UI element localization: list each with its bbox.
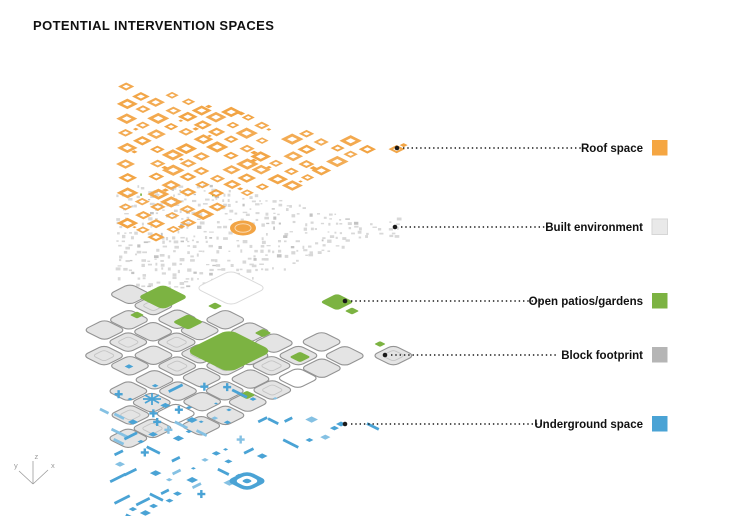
- legend-swatch-open-patios-gardens: [652, 293, 668, 309]
- legend-row-block-footprint: Block footprint: [382, 347, 668, 363]
- leader-dot: [342, 421, 348, 427]
- built-environment-layer: [115, 184, 402, 291]
- axis-x-line: [32, 469, 49, 485]
- legend-label: Built environment: [545, 222, 643, 234]
- legend-label: Roof space: [581, 143, 643, 155]
- roof-space-layer: [116, 82, 408, 242]
- legend-swatch-block-footprint: [652, 347, 668, 363]
- circular-building: [230, 220, 256, 236]
- legend-row-underground-space: Underground space: [342, 416, 668, 432]
- underground-layer: [99, 364, 380, 516]
- axis-y-line: [18, 470, 34, 485]
- leader-dot: [342, 298, 348, 304]
- axis-label-z: z: [35, 452, 39, 461]
- legend-row-built-environment: Built environment: [392, 218, 668, 235]
- star-plaza: [143, 393, 161, 405]
- legend-label: Open patios/gardens: [529, 296, 643, 308]
- axis-label-y: y: [14, 461, 18, 470]
- axis-label-x: x: [51, 461, 55, 470]
- legend-swatch-underground-space: [652, 416, 668, 432]
- page-title: POTENTIAL INTERVENTION SPACES: [33, 18, 274, 33]
- axis-indicator: z y x: [14, 452, 55, 485]
- leader-dot: [394, 145, 400, 151]
- leader-dot: [382, 352, 388, 358]
- legend-swatch-built-environment: [651, 218, 668, 235]
- leader-dot: [392, 224, 398, 230]
- legend-label: Underground space: [534, 419, 643, 431]
- legend-label: Block footprint: [561, 350, 643, 362]
- legend-row-roof-space: Roof space: [394, 140, 668, 156]
- legend: Roof space Built environment Open patios/g…: [342, 140, 668, 432]
- legend-swatch-roof-space: [652, 140, 668, 156]
- legend-row-open-patios-gardens: Open patios/gardens: [342, 293, 668, 309]
- open-patios-layer: [130, 270, 386, 399]
